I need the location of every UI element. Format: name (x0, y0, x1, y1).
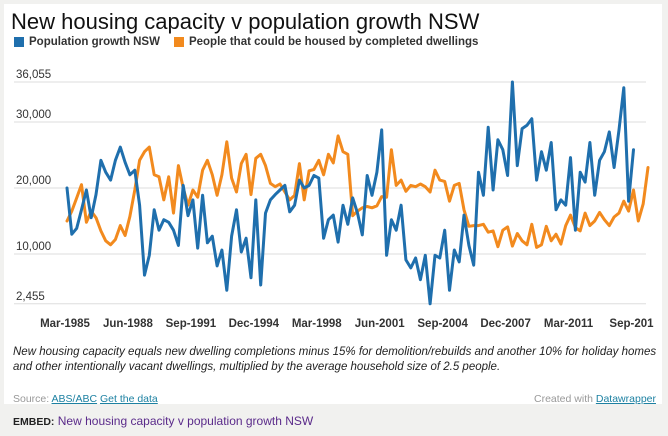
x-tick-label: Dec-2007 (480, 318, 531, 330)
embed-title-link[interactable]: New housing capacity v population growth… (57, 414, 314, 428)
x-tick-label: Sep-201 (609, 318, 654, 330)
chart-note: New housing capacity equals new dwelling… (13, 346, 657, 373)
x-tick-label: Sep-2004 (417, 318, 468, 330)
line-chart: 36,055 30,000 20,000 10,000 2,455 Mar-1985 Ju… (14, 69, 654, 330)
y-tick-label: 30,000 (16, 109, 51, 121)
legend-swatch-blue (14, 37, 24, 47)
chart-card (4, 4, 662, 404)
y-tick-label: 10,000 (16, 241, 51, 253)
x-tick-label: Mar-1985 (40, 318, 90, 330)
legend-swatch-orange (173, 37, 184, 47)
datawrapper-link[interactable]: Datawrapper (595, 393, 656, 405)
y-tick-label: 20,000 (16, 175, 51, 187)
x-tick-label: Sep-1991 (166, 318, 217, 330)
x-tick-label: Mar-1998 (292, 318, 342, 330)
y-axis-labels: 36,055 30,000 20,000 10,000 2,455 (16, 69, 51, 303)
legend-label: Population growth NSW (29, 36, 160, 48)
x-axis-labels: Mar-1985 Jun-1988 Sep-1991 Dec-1994 Mar-1998… (40, 318, 654, 330)
legend-item-population[interactable]: Population growth NSW (14, 36, 160, 48)
credit-line: Created with Datawrapper (534, 393, 656, 405)
credit-prefix: Created with (534, 393, 593, 405)
source-prefix: Source: (13, 393, 50, 405)
x-tick-label: Jun-1988 (103, 318, 153, 330)
chart-title: New housing capacity v population growth… (11, 9, 480, 34)
legend-label: People that could be housed by completed… (188, 36, 479, 48)
x-tick-label: Dec-1994 (229, 318, 280, 330)
embed-line: EMBED: New housing capacity v population… (13, 414, 313, 428)
series-line-population-growth (65, 80, 635, 306)
embed-label: EMBED: (13, 416, 55, 428)
source-link[interactable]: ABS/ABC (51, 393, 98, 405)
gridlines (14, 81, 646, 305)
series-lines (65, 80, 650, 306)
y-tick-label: 2,455 (16, 291, 45, 303)
source-line: Source: ABS/ABC Get the data (13, 393, 158, 405)
y-tick-label: 36,055 (16, 69, 51, 81)
x-tick-label: Mar-2011 (544, 318, 594, 330)
legend: Population growth NSW People that could … (14, 36, 492, 48)
get-data-link[interactable]: Get the data (99, 393, 158, 405)
legend-item-housing[interactable]: People that could be housed by completed… (173, 36, 479, 48)
x-tick-label: Jun-2001 (355, 318, 405, 330)
series-line-housing-capacity (65, 134, 650, 249)
